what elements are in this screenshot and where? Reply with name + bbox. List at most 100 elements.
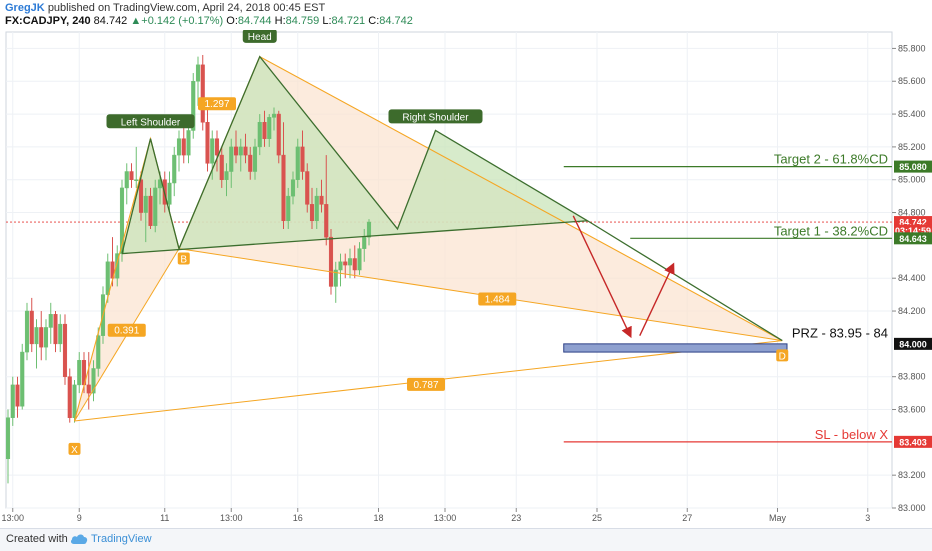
candle-body (295, 146, 300, 180)
candle-body (138, 179, 144, 213)
x-tick-label: 23 (511, 513, 521, 523)
ratio-label: 0.391 (114, 326, 139, 337)
chart-area[interactable]: 85.800 85.600 85.400 85.200 85.000 84.800 84.4… (0, 30, 932, 528)
x-tick-label: 18 (373, 513, 383, 523)
ratio-label: 1.297 (204, 99, 229, 110)
open-value: 84.744 (237, 15, 272, 27)
candle-body (129, 171, 134, 180)
candle-body (195, 64, 201, 82)
tradingview-brand[interactable]: TradingView (91, 533, 152, 545)
candle-body (233, 146, 239, 156)
x-tick-label: 11 (160, 513, 169, 523)
price-badge: 83.403 (899, 437, 927, 447)
candle-body (286, 195, 291, 222)
y-tick-label: 85.000 (898, 175, 926, 185)
high-value: 84.759 (285, 15, 320, 27)
candle-body (343, 261, 348, 266)
candle-body (53, 314, 58, 345)
candle-body (148, 195, 153, 226)
candle-body (262, 122, 267, 139)
low-value: 84.721 (331, 15, 366, 27)
publish-info: GregJK published on TradingView.com, Apr… (5, 2, 325, 14)
candle-body (15, 384, 20, 407)
y-tick-label: 84.800 (898, 208, 926, 218)
candle-body (91, 368, 96, 394)
candle-body (48, 314, 53, 328)
candle-body (224, 171, 229, 180)
price-badge-bg (894, 337, 932, 350)
y-tick-label: 85.200 (898, 142, 926, 152)
neckline (121, 220, 588, 255)
candle-body (276, 113, 281, 156)
candle-body (267, 117, 272, 139)
x-tick-label: 13:00 (1, 513, 24, 523)
level-label: Target 1 - 38.2%CD (774, 223, 888, 238)
open-label: O: (226, 15, 238, 27)
y-tick-label: 85.800 (898, 43, 926, 53)
candle-body (290, 179, 296, 197)
price-badge: 84.000 (899, 339, 927, 349)
ratio-label-bg (107, 323, 146, 337)
candle-body (200, 64, 205, 123)
pattern-label-bg (388, 109, 483, 124)
candle-body (252, 146, 258, 172)
candle-body (58, 323, 63, 345)
candle-body (67, 376, 72, 418)
close-label: C: (368, 15, 380, 27)
candle-body (229, 146, 234, 172)
point-label: X (71, 445, 78, 456)
candle-body (319, 195, 324, 205)
candle-body (305, 171, 310, 205)
x-tick-label: 25 (592, 513, 602, 523)
price-badge: 03:14:59 (895, 226, 931, 236)
candle-body (24, 310, 30, 353)
candle-body (357, 248, 362, 271)
candle-body (29, 310, 34, 345)
candle-body (39, 327, 44, 348)
projection-line (587, 220, 783, 342)
point-label-bg (776, 349, 789, 362)
x-tick-label: 27 (682, 513, 692, 523)
tradingview-cloud-icon (70, 534, 88, 544)
candle-body (62, 323, 68, 377)
candle-body (86, 384, 91, 394)
candle-body (257, 122, 262, 148)
candle-body (219, 154, 224, 180)
candle-body (248, 154, 253, 172)
point-label-bg (177, 252, 190, 265)
y-tick-label: 85.600 (898, 76, 926, 86)
pattern-label: Head (248, 32, 272, 43)
candle-body (271, 113, 277, 118)
x-tick-label: May (769, 513, 787, 523)
last-price: 84.742 (93, 15, 128, 27)
projection-arrow (639, 262, 675, 336)
candle-body (333, 269, 338, 287)
point-label: B (180, 255, 187, 266)
published-text: published on TradingView.com, April 24, … (47, 2, 326, 14)
created-with-text: Created with (6, 533, 68, 545)
candle-body (281, 154, 286, 222)
ratio-label: 1.484 (485, 295, 510, 306)
candle-body (43, 327, 49, 348)
price-chart[interactable]: 85.800 85.600 85.400 85.200 85.000 84.800 84.4… (0, 30, 932, 528)
candle-body (72, 384, 77, 418)
price-badge-bg (894, 435, 932, 448)
level-label: PRZ - 83.95 - 84 (792, 326, 888, 341)
prz-zone[interactable] (563, 343, 788, 353)
author-name[interactable]: GregJK (5, 2, 45, 14)
pattern-label-bg (242, 30, 277, 43)
price-badge: 84.643 (899, 234, 927, 244)
y-tick-label: 84.400 (898, 273, 926, 283)
x-tick-label: 3 (865, 513, 870, 523)
candle-body (328, 236, 334, 287)
pattern-label: Right Shoulder (402, 112, 469, 123)
close-value: 84.742 (379, 15, 413, 27)
high-label: H: (274, 15, 286, 27)
point-label: D (779, 351, 786, 362)
candle-body (96, 335, 101, 369)
ratio-label: 0.787 (413, 380, 438, 391)
level-label: SL - below X (815, 427, 889, 442)
y-tick-label: 83.000 (898, 503, 926, 513)
x-tick-label: 9 (77, 513, 82, 523)
candle-body (10, 384, 15, 418)
